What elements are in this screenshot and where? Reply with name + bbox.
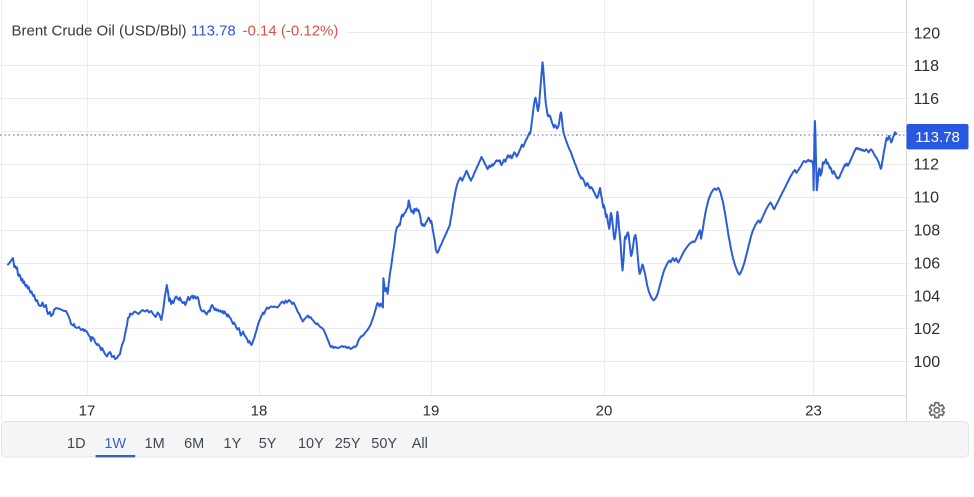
svg-text:20: 20 <box>596 403 613 420</box>
svg-text:25Y: 25Y <box>335 436 361 452</box>
svg-text:100: 100 <box>914 354 941 371</box>
svg-text:6M: 6M <box>184 436 204 452</box>
svg-text:120: 120 <box>914 25 941 42</box>
svg-text:113.78: 113.78 <box>191 23 236 40</box>
svg-text:102: 102 <box>914 321 941 338</box>
svg-text:112: 112 <box>914 157 940 174</box>
svg-text:116: 116 <box>914 91 940 108</box>
svg-text:108: 108 <box>914 223 941 240</box>
svg-text:Brent Crude Oil (USD/Bbl): Brent Crude Oil (USD/Bbl) <box>12 23 187 40</box>
svg-text:106: 106 <box>914 256 941 273</box>
svg-text:17: 17 <box>79 403 96 420</box>
svg-text:19: 19 <box>423 403 440 420</box>
svg-text:118: 118 <box>914 58 940 75</box>
svg-text:104: 104 <box>914 289 941 306</box>
svg-text:-0.14 (-0.12%): -0.14 (-0.12%) <box>243 23 339 40</box>
svg-text:5Y: 5Y <box>259 436 277 452</box>
svg-text:23: 23 <box>805 403 822 420</box>
svg-text:All: All <box>412 436 428 452</box>
svg-text:1W: 1W <box>104 436 126 452</box>
svg-text:1Y: 1Y <box>224 436 242 452</box>
svg-text:50Y: 50Y <box>371 436 397 452</box>
svg-text:1D: 1D <box>67 436 86 452</box>
svg-text:10Y: 10Y <box>298 436 324 452</box>
svg-text:18: 18 <box>251 403 268 420</box>
svg-text:113.78: 113.78 <box>915 129 960 146</box>
svg-text:1M: 1M <box>145 436 165 452</box>
svg-text:110: 110 <box>914 190 940 207</box>
